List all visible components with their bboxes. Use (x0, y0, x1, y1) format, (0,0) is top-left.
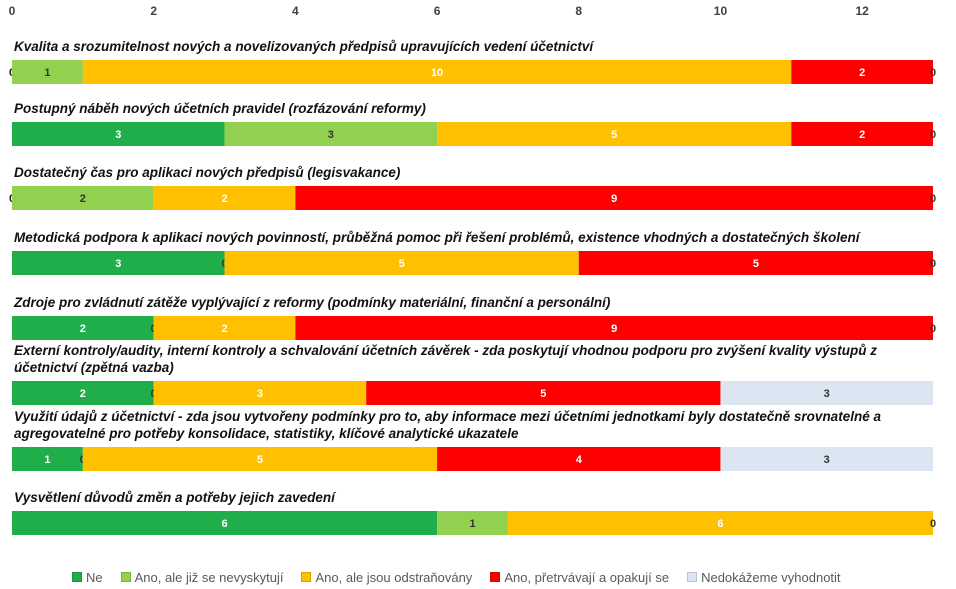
category-label: Kvalita a srozumitelnost nových a noveli… (14, 39, 594, 54)
bar-segment (720, 381, 933, 405)
bar-segment (224, 122, 438, 146)
bar-segment (437, 511, 508, 535)
data-label: 0 (930, 518, 936, 530)
bar-segment (578, 251, 933, 275)
bar-segment (791, 60, 933, 84)
bar-segment (12, 186, 154, 210)
data-label: 10 (431, 67, 443, 79)
data-label: 9 (611, 193, 617, 205)
x-tick-label: 12 (855, 4, 869, 18)
x-tick-label: 4 (292, 4, 299, 18)
legend-item: Ne (72, 570, 103, 585)
bar-segment (153, 316, 296, 340)
category-label: Externí kontroly/audity, interní kontrol… (14, 343, 877, 375)
bar-segment (82, 60, 792, 84)
data-label: 3 (115, 258, 121, 270)
category-label: Využití údajů z účetnictví - zda jsou vy… (14, 409, 881, 441)
bar-segment (12, 511, 438, 535)
data-label: 0 (930, 258, 936, 270)
data-label: 2 (221, 323, 227, 335)
bar-segment (224, 251, 579, 275)
data-label: 6 (717, 518, 723, 530)
category-label: Metodická podpora k aplikaci nových povi… (14, 230, 860, 245)
bar-segment (295, 316, 933, 340)
data-label: 3 (824, 388, 830, 400)
x-tick-label: 2 (150, 4, 157, 18)
data-label: 2 (859, 67, 865, 79)
bar-segment (12, 251, 225, 275)
legend-swatch (301, 572, 312, 582)
data-label: 4 (576, 454, 583, 466)
legend: Ne Ano, ale již se nevyskytují Ano, ale js… (72, 570, 841, 585)
bar-segment (507, 511, 933, 535)
x-tick-label: 0 (9, 4, 16, 18)
legend-item: Ano, přetrvávají a opakují se (490, 570, 669, 585)
bar-segment (12, 60, 83, 84)
data-label: 2 (80, 323, 86, 335)
data-label: 5 (399, 258, 405, 270)
data-label: 3 (257, 388, 263, 400)
data-label: 3 (115, 129, 121, 141)
bar-segment (82, 447, 438, 471)
data-label: 2 (221, 193, 227, 205)
data-label: 5 (753, 258, 759, 270)
bar-segment (153, 186, 296, 210)
legend-swatch (72, 572, 82, 582)
bar-segment (12, 447, 83, 471)
bar-segment (366, 381, 721, 405)
data-label: 2 (80, 388, 86, 400)
legend-item: Nedokážeme vyhodnotit (687, 570, 841, 585)
category-label: Postupný náběh nových účetních pravidel … (14, 101, 426, 116)
category-label: Dostatečný čas pro aplikaci nových předp… (14, 165, 401, 180)
legend-swatch (687, 572, 698, 582)
data-label: 0 (930, 323, 936, 335)
bar-segment (720, 447, 933, 471)
data-label: 1 (469, 518, 475, 530)
legend-swatch (490, 572, 501, 582)
x-tick-label: 8 (575, 4, 582, 18)
category-label: Zdroje pro zvládnutí zátěže vyplývající … (14, 295, 611, 310)
data-label: 3 (328, 129, 334, 141)
x-tick-label: 6 (434, 4, 441, 18)
legend-label: Ano, ale jsou odstraňovány (315, 570, 473, 585)
bar-segment (12, 381, 154, 405)
bar-segment (12, 316, 154, 340)
category-label: Vysvětlení důvodů změn a potřeby jejich … (14, 490, 335, 505)
bar-segment (437, 447, 721, 471)
data-label: 5 (611, 129, 617, 141)
bar-segment (437, 122, 792, 146)
x-tick-label: 10 (714, 4, 728, 18)
data-label: 6 (221, 518, 227, 530)
data-label: 0 (930, 67, 936, 79)
legend-label: Nedokážeme vyhodnotit (701, 570, 841, 585)
data-label: 3 (824, 454, 830, 466)
legend-label: Ne (86, 570, 103, 585)
data-label: 0 (930, 129, 936, 141)
data-label: 5 (540, 388, 546, 400)
data-label: 2 (859, 129, 865, 141)
legend-label: Ano, přetrvávají a opakují se (504, 570, 670, 585)
bar-segment (12, 122, 225, 146)
data-label: 2 (80, 193, 86, 205)
data-label: 9 (611, 323, 617, 335)
legend-item: Ano, ale již se nevyskytují (120, 570, 284, 585)
legend-label: Ano, ale již se nevyskytují (134, 570, 284, 585)
bar-segment (295, 186, 933, 210)
bar-segment (153, 381, 367, 405)
data-label: 0 (930, 193, 936, 205)
legend-item: Ano, ale jsou odstraňovány (301, 570, 472, 585)
data-label: 1 (44, 67, 50, 79)
data-label: 5 (257, 454, 263, 466)
bar-segment (791, 122, 933, 146)
legend-swatch (120, 572, 131, 582)
data-label: 1 (44, 454, 50, 466)
